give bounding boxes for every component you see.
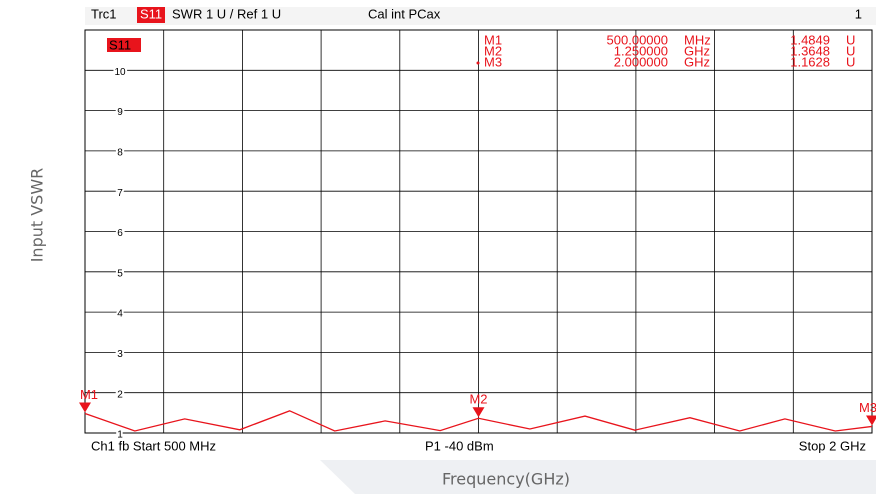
header-format: SWR 1 U / Ref 1 U <box>172 6 281 21</box>
marker-table-cell: GHz <box>684 43 710 58</box>
marker-table-cell: M3 <box>484 54 502 69</box>
header-channel: 1 <box>855 6 862 21</box>
x-axis-label: Frequency(GHz) <box>442 470 570 489</box>
footer-power: P1 -40 dBm <box>425 438 494 453</box>
marker-table-cell: 2.000000 <box>614 54 668 69</box>
trace-line <box>84 410 873 432</box>
header-trace: Trc1 <box>91 6 117 21</box>
active-marker-dot <box>476 61 480 65</box>
footer-start: Ch1 fb Start 500 MHz <box>91 438 216 453</box>
y-tick-label: 2 <box>117 389 123 400</box>
y-axis-label: Input VSWR <box>28 168 47 263</box>
marker <box>472 407 485 418</box>
y-tick-label: 9 <box>117 107 123 118</box>
marker-table-cell: U <box>846 43 855 58</box>
marker <box>866 415 876 426</box>
footer-band <box>320 460 876 494</box>
marker-table-cell: U <box>846 54 855 69</box>
marker-table-cell: 500.00000 <box>607 32 668 47</box>
footer-stop: Stop 2 GHz <box>799 438 866 453</box>
marker-table-cell: 1.250000 <box>614 43 668 58</box>
marker-table-cell: M2 <box>484 43 502 58</box>
trace-label: S11 <box>109 37 131 52</box>
y-tick-label: 4 <box>117 309 123 320</box>
marker-table-cell: MHz <box>684 32 711 47</box>
header-bar <box>85 7 876 25</box>
marker-label: M1 <box>80 387 98 402</box>
marker-table-cell: 1.3648 <box>790 43 830 58</box>
y-tick-label: 7 <box>117 188 123 199</box>
y-tick-label: 6 <box>117 228 123 239</box>
header-param: S11 <box>140 6 162 21</box>
y-tick-label: 3 <box>117 349 123 360</box>
y-tick-label: 5 <box>117 268 123 279</box>
marker-table-cell: M1 <box>484 32 502 47</box>
marker-label: M2 <box>469 392 487 407</box>
marker-table-cell: U <box>846 32 855 47</box>
marker <box>79 402 91 413</box>
y-tick-label: 10 <box>114 67 126 78</box>
marker-label: M3 <box>859 400 876 415</box>
y-tick-label: 8 <box>117 148 123 159</box>
marker-table-cell: GHz <box>684 54 710 69</box>
marker-table-cell: 1.1628 <box>790 54 830 69</box>
header-cal: Cal int PCax <box>368 6 441 21</box>
y-tick-label: 1 <box>117 430 123 441</box>
marker-table-cell: 1.4849 <box>790 32 830 47</box>
param-box <box>137 7 165 23</box>
trace-label-box <box>107 38 141 52</box>
